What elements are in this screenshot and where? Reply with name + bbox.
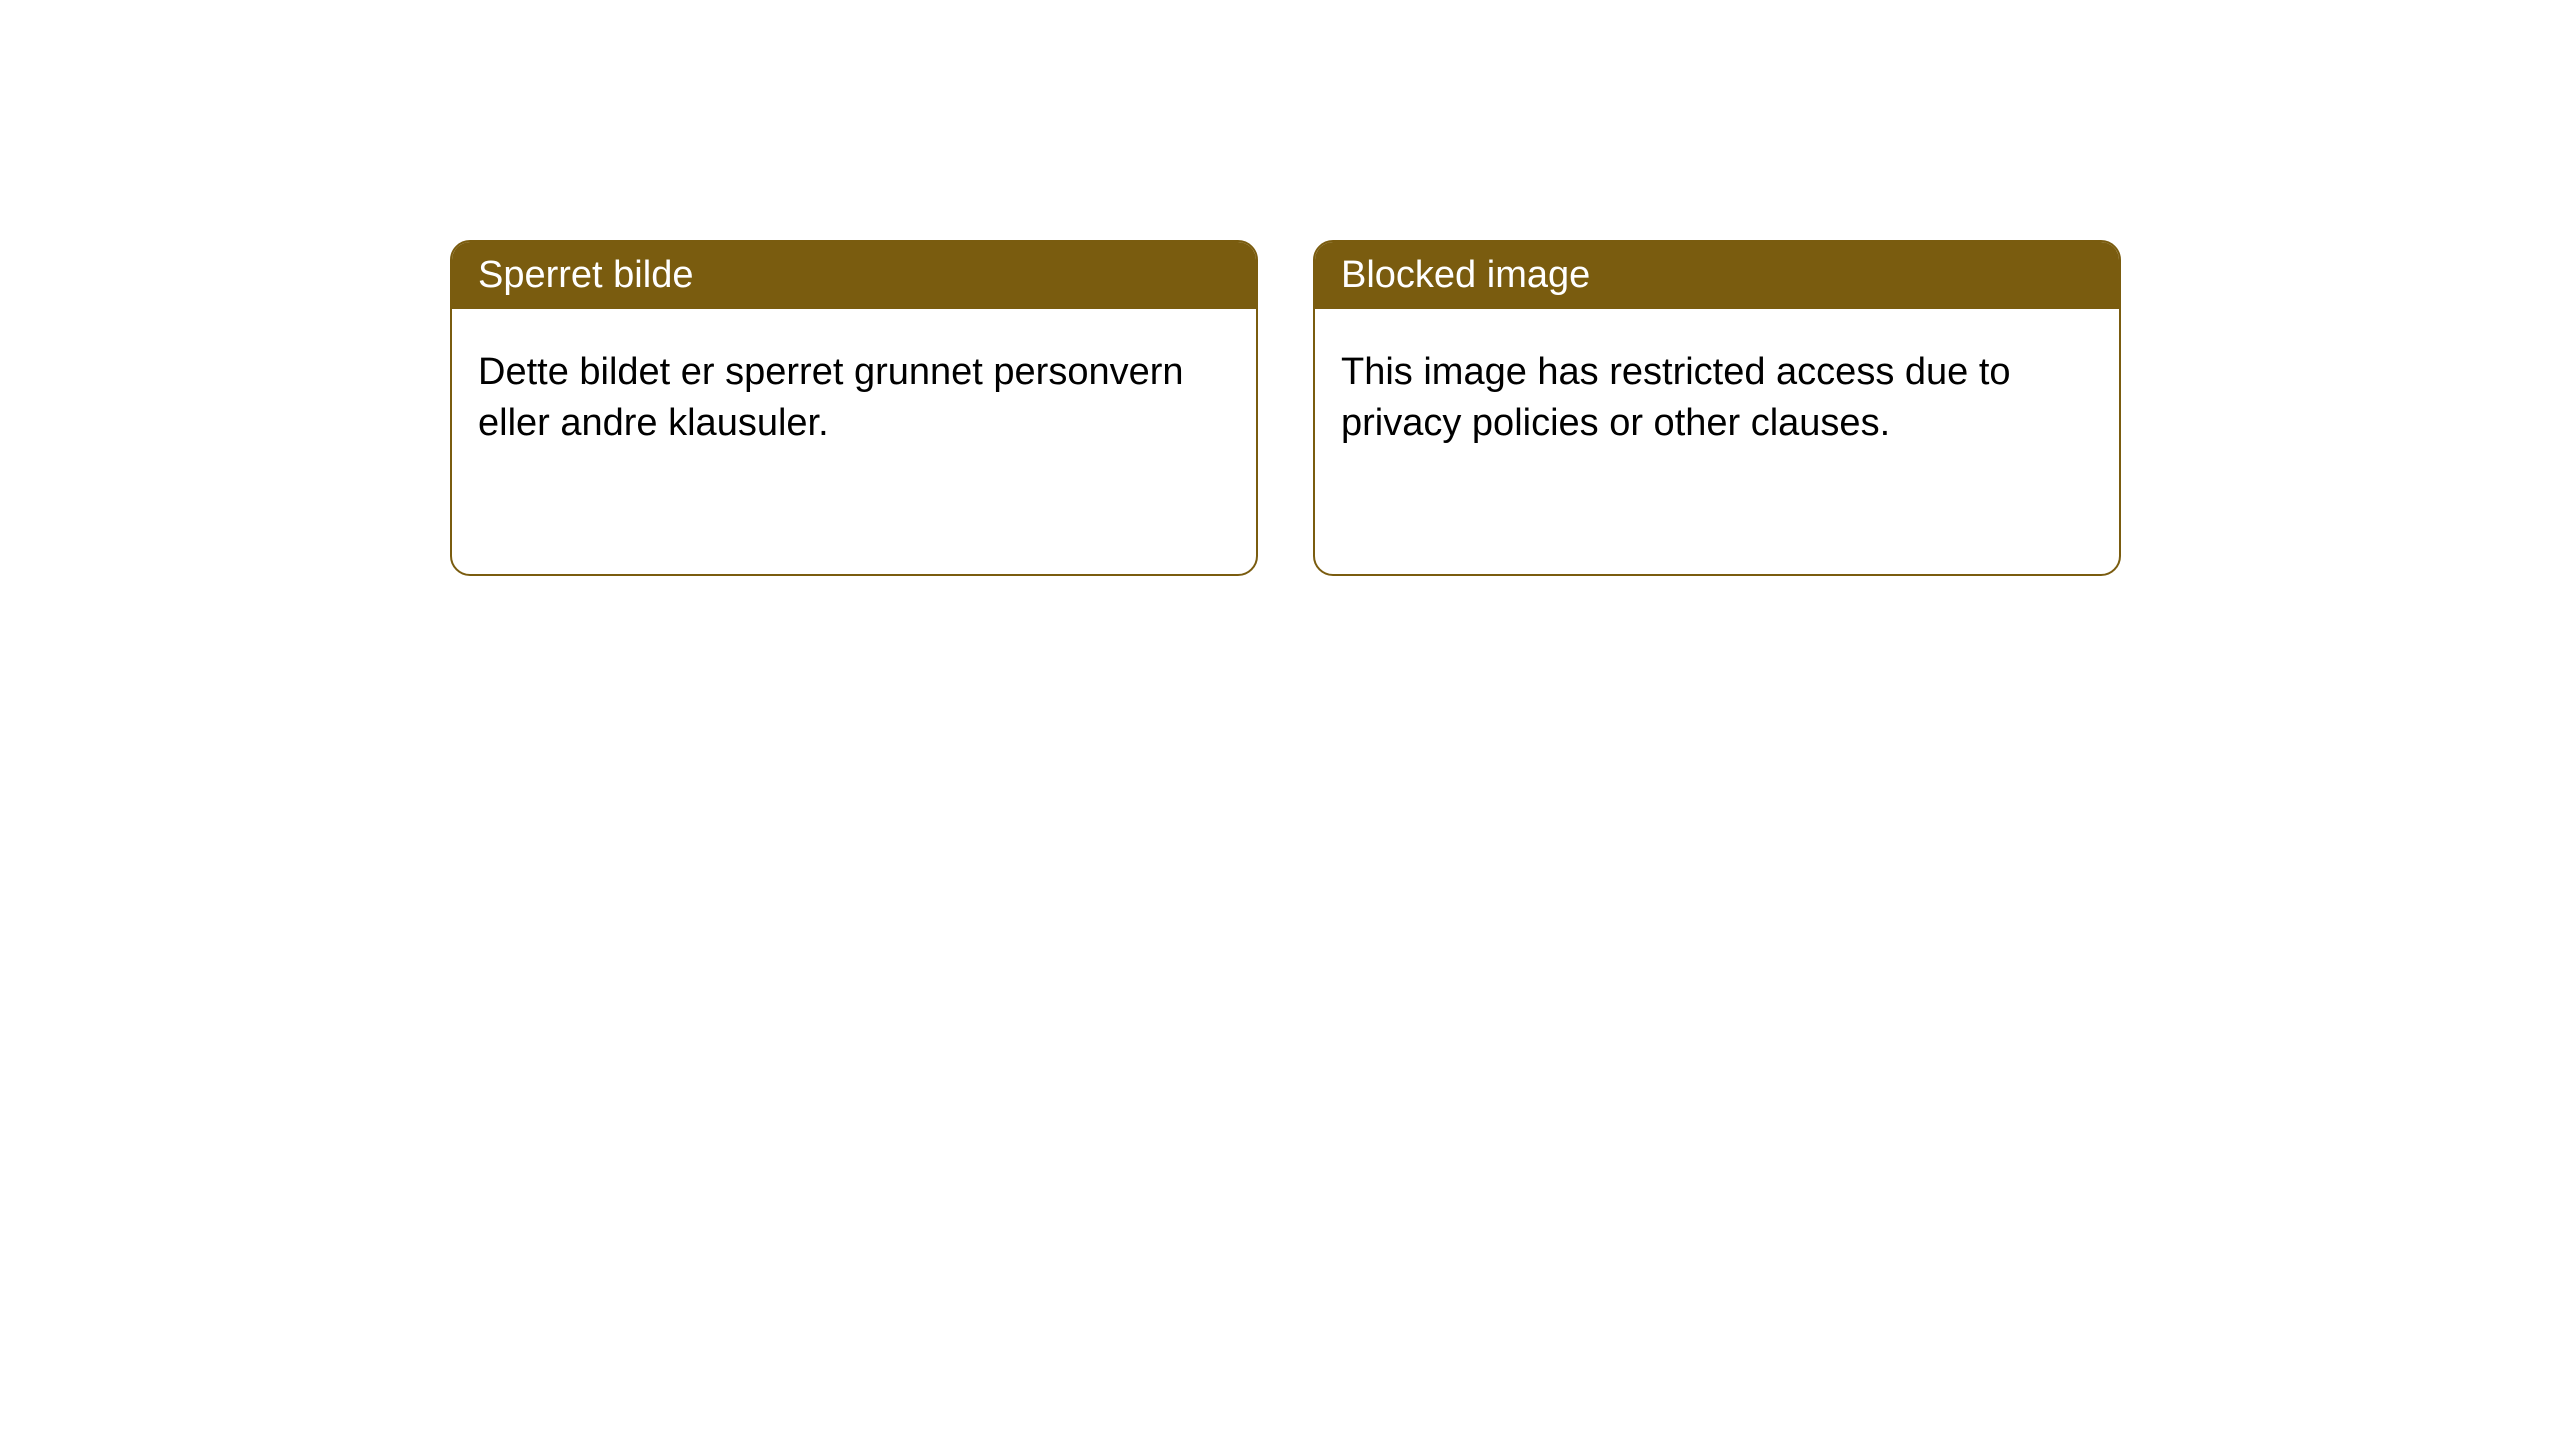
card-header: Blocked image	[1315, 242, 2119, 309]
card-body: Dette bildet er sperret grunnet personve…	[452, 309, 1256, 488]
card-body-text: Dette bildet er sperret grunnet personve…	[478, 351, 1184, 444]
card-body: This image has restricted access due to …	[1315, 309, 2119, 488]
card-title: Blocked image	[1341, 254, 1590, 296]
notice-card-norwegian: Sperret bilde Dette bildet er sperret gr…	[450, 240, 1258, 576]
notice-card-english: Blocked image This image has restricted …	[1313, 240, 2121, 576]
card-header: Sperret bilde	[452, 242, 1256, 309]
notice-cards-container: Sperret bilde Dette bildet er sperret gr…	[450, 240, 2121, 576]
card-title: Sperret bilde	[478, 254, 693, 296]
card-body-text: This image has restricted access due to …	[1341, 351, 2011, 444]
